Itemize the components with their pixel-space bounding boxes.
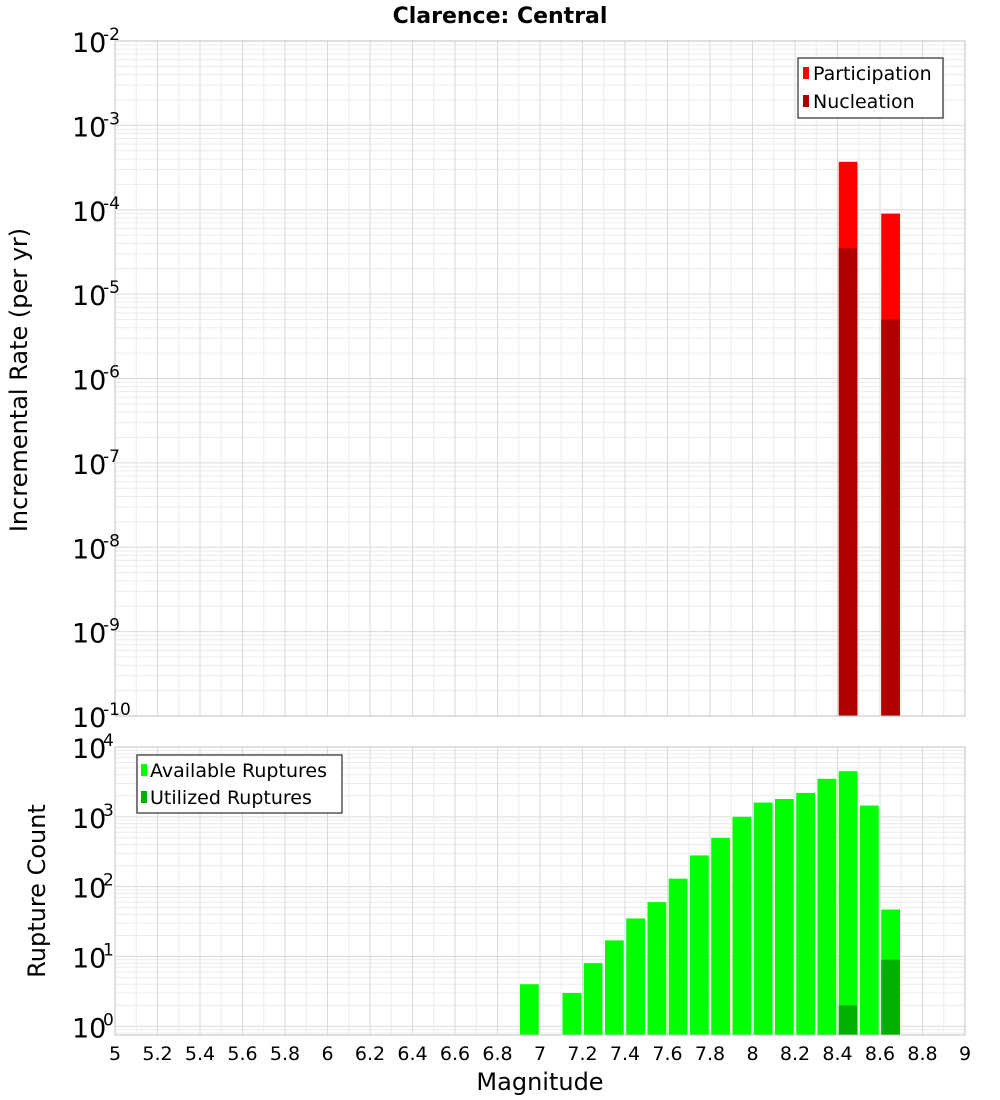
x-tick-label: 7.6 <box>652 1043 682 1065</box>
rate-y-tick-exponent: -4 <box>103 194 120 214</box>
count-y-tick-exponent: 0 <box>103 1010 114 1030</box>
rate-y-tick-label: 10 <box>72 619 106 650</box>
rate-y-axis-label: Incremental Rate (per yr) <box>5 228 33 532</box>
count-y-tick-label: 10 <box>72 804 106 835</box>
count-y-tick-exponent: 1 <box>103 940 114 960</box>
count-y-axis-label: Rupture Count <box>23 804 51 978</box>
x-tick-label: 7.4 <box>610 1043 640 1065</box>
count-y-tick-label: 10 <box>72 1013 106 1044</box>
count-bar-available <box>732 816 752 1035</box>
rate-y-tick-label: 10 <box>72 281 106 312</box>
count-bar-available <box>860 805 879 1035</box>
x-tick-label: 5.6 <box>227 1043 257 1065</box>
x-tick-label: 5 <box>109 1043 121 1065</box>
count-bar-available <box>796 792 815 1035</box>
legend-swatch-nucleation <box>803 95 809 107</box>
rate-y-tick-label: 10 <box>72 534 106 565</box>
rate-y-tick-exponent: -6 <box>103 363 120 383</box>
count-bar-available <box>711 837 730 1035</box>
x-tick-label: 7 <box>534 1043 546 1065</box>
count-bar-available <box>520 984 539 1035</box>
x-tick-label: 8.6 <box>865 1043 895 1065</box>
count-legend-box <box>136 754 343 814</box>
count-bar-utilized <box>838 1005 858 1035</box>
rate-y-tick-label: 10 <box>72 703 106 734</box>
x-axis-label: Magnitude <box>476 1068 603 1096</box>
rate-y-tick-exponent: -3 <box>103 109 120 129</box>
rate-y-tick-exponent: -8 <box>103 531 120 551</box>
rate-legend-box <box>797 57 944 119</box>
count-bar-available <box>605 940 624 1035</box>
count-y-tick-label: 10 <box>72 874 106 905</box>
count-bar-available <box>562 992 582 1035</box>
count-bar-available <box>583 963 603 1035</box>
legend-label-utilized: Utilized Ruptures <box>150 787 312 809</box>
legend-swatch-utilized <box>141 791 147 803</box>
x-tick-label: 6.6 <box>440 1043 470 1065</box>
x-tick-label: 7.2 <box>567 1043 597 1065</box>
rate-y-tick-exponent: -10 <box>103 700 131 720</box>
rate-y-tick-label: 10 <box>72 197 106 228</box>
x-tick-label: 5.8 <box>270 1043 300 1065</box>
count-bar-available <box>647 902 667 1035</box>
count-bar-available <box>775 798 794 1035</box>
rate-y-tick-exponent: -2 <box>103 25 120 45</box>
legend-swatch-available <box>141 764 147 776</box>
x-tick-label: 5.4 <box>185 1043 215 1065</box>
x-tick-label: 8.4 <box>822 1043 852 1065</box>
rate-y-tick-label: 10 <box>72 450 106 481</box>
x-tick-label: 8.2 <box>780 1043 810 1065</box>
rate-y-tick-exponent: -5 <box>103 278 120 298</box>
rate-y-tick-label: 10 <box>72 366 106 397</box>
count-legend: Available Ruptures Utilized Ruptures <box>136 754 343 814</box>
legend-label-nucleation: Nucleation <box>813 91 915 113</box>
x-tick-label: 9 <box>959 1043 971 1065</box>
x-tick-label: 5.2 <box>142 1043 172 1065</box>
rate-y-tick-exponent: -9 <box>103 616 120 636</box>
rate-y-tick-label: 10 <box>72 28 106 59</box>
legend-label-participation: Participation <box>813 63 932 85</box>
x-tick-label: 6 <box>321 1043 333 1065</box>
count-bar-available <box>626 918 645 1035</box>
count-bar-available <box>690 855 709 1035</box>
count-y-tick-exponent: 2 <box>103 871 114 891</box>
count-plot-border <box>114 746 966 1036</box>
x-tick-label: 6.4 <box>397 1043 427 1065</box>
count-bar-utilized <box>881 959 900 1035</box>
count-bar-available <box>753 802 773 1035</box>
legend-label-available: Available Ruptures <box>150 760 327 782</box>
count-bar-available <box>838 771 858 1035</box>
x-tick-label: 6.8 <box>482 1043 512 1065</box>
rate-panel: 10-210-310-410-510-610-710-810-910-10 In… <box>5 25 966 734</box>
count-y-tick-exponent: 4 <box>103 731 114 751</box>
x-tick-label: 8 <box>746 1043 758 1065</box>
rate-bar-nucleation <box>838 248 858 717</box>
rate-y-tick-label: 10 <box>72 112 106 143</box>
x-tick-label: 6.2 <box>355 1043 385 1065</box>
x-tick-label: 8.8 <box>907 1043 937 1065</box>
rate-legend: Participation Nucleation <box>797 57 944 119</box>
count-y-tick-label: 10 <box>72 943 106 974</box>
count-y-tick-label: 10 <box>72 734 106 765</box>
x-tick-label: 7.8 <box>695 1043 725 1065</box>
legend-swatch-participation <box>803 67 809 79</box>
rate-plot-border <box>114 40 966 717</box>
rate-bar-nucleation <box>881 319 900 716</box>
rate-y-tick-exponent: -7 <box>103 447 120 467</box>
count-y-tick-exponent: 3 <box>103 801 114 821</box>
count-bar-available <box>817 778 837 1035</box>
count-bar-available <box>668 878 688 1035</box>
chart-title: Clarence: Central <box>393 4 608 29</box>
